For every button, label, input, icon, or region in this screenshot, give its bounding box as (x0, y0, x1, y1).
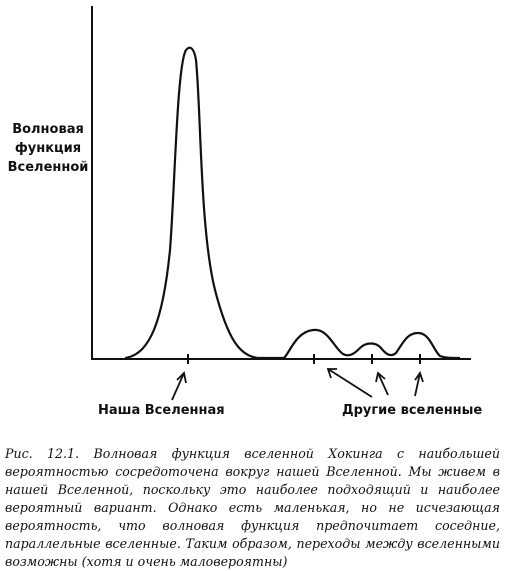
arrow-our-universe (171, 371, 187, 401)
axis-label-line-1: Волновая (12, 122, 84, 137)
wave-function-diagram (91, 6, 471, 401)
caption-text: Волновая функция вселенной Хокинга с наи… (5, 446, 500, 569)
other-universes-label: Другие вселенные (342, 403, 483, 418)
axis-label: Волновая функция Вселенной (2, 120, 94, 177)
arrow-other-universe-3 (414, 371, 424, 397)
caption-number: Рис. 12.1. (5, 446, 80, 461)
figure-caption: Рис. 12.1. Волновая функция вселенной Хо… (5, 445, 500, 571)
arrow-other-universe-2 (375, 371, 389, 396)
axis-label-line-2: функция (14, 141, 82, 156)
axis-label-line-3: Вселенной (7, 160, 89, 175)
wave-function-curve (124, 46, 461, 360)
arrow-other-universe-1 (326, 368, 373, 398)
our-universe-label: Наша Вселенная (98, 403, 225, 418)
